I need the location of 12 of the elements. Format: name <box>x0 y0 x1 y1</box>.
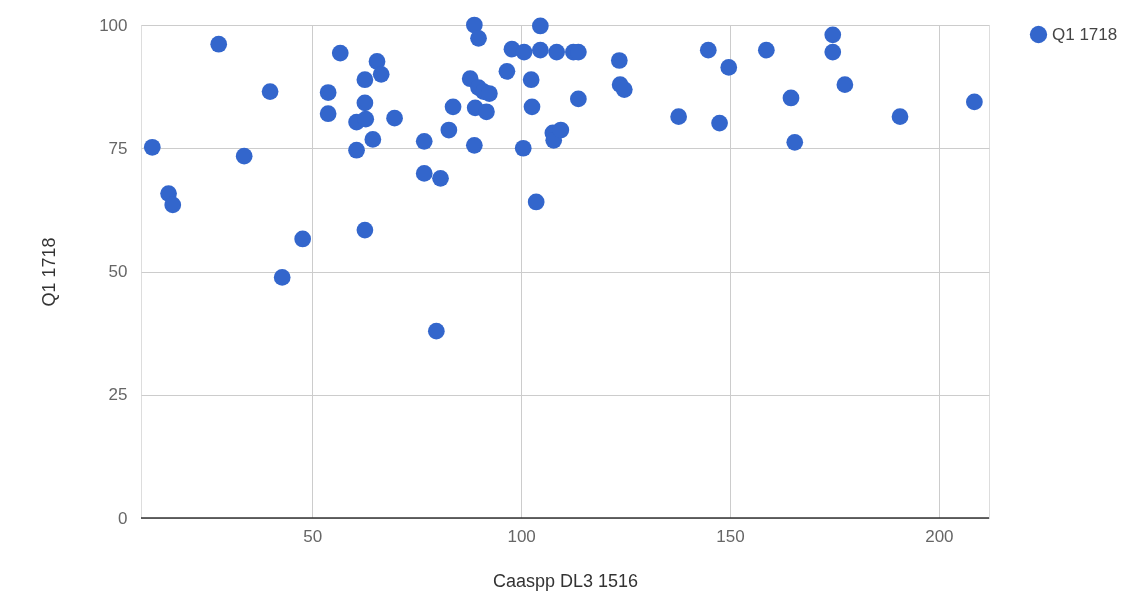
y-tick-label: 100 <box>99 15 128 35</box>
y-tick-label: 25 <box>108 385 128 405</box>
legend-label: Q1 1718 <box>1052 24 1118 44</box>
x-tick-label: 150 <box>716 526 745 546</box>
y-tick-label: 50 <box>108 262 128 281</box>
y-tick-label: 0 <box>118 508 128 528</box>
x-tick-label: 200 <box>925 526 954 546</box>
y-tick-label: 75 <box>108 138 128 158</box>
x-axis-title: Caaspp DL3 1516 <box>492 570 639 591</box>
x-tick-label: 50 <box>303 526 323 546</box>
y-axis-title: Q1 1718 <box>39 237 60 307</box>
x-tick-label: 100 <box>507 526 536 546</box>
